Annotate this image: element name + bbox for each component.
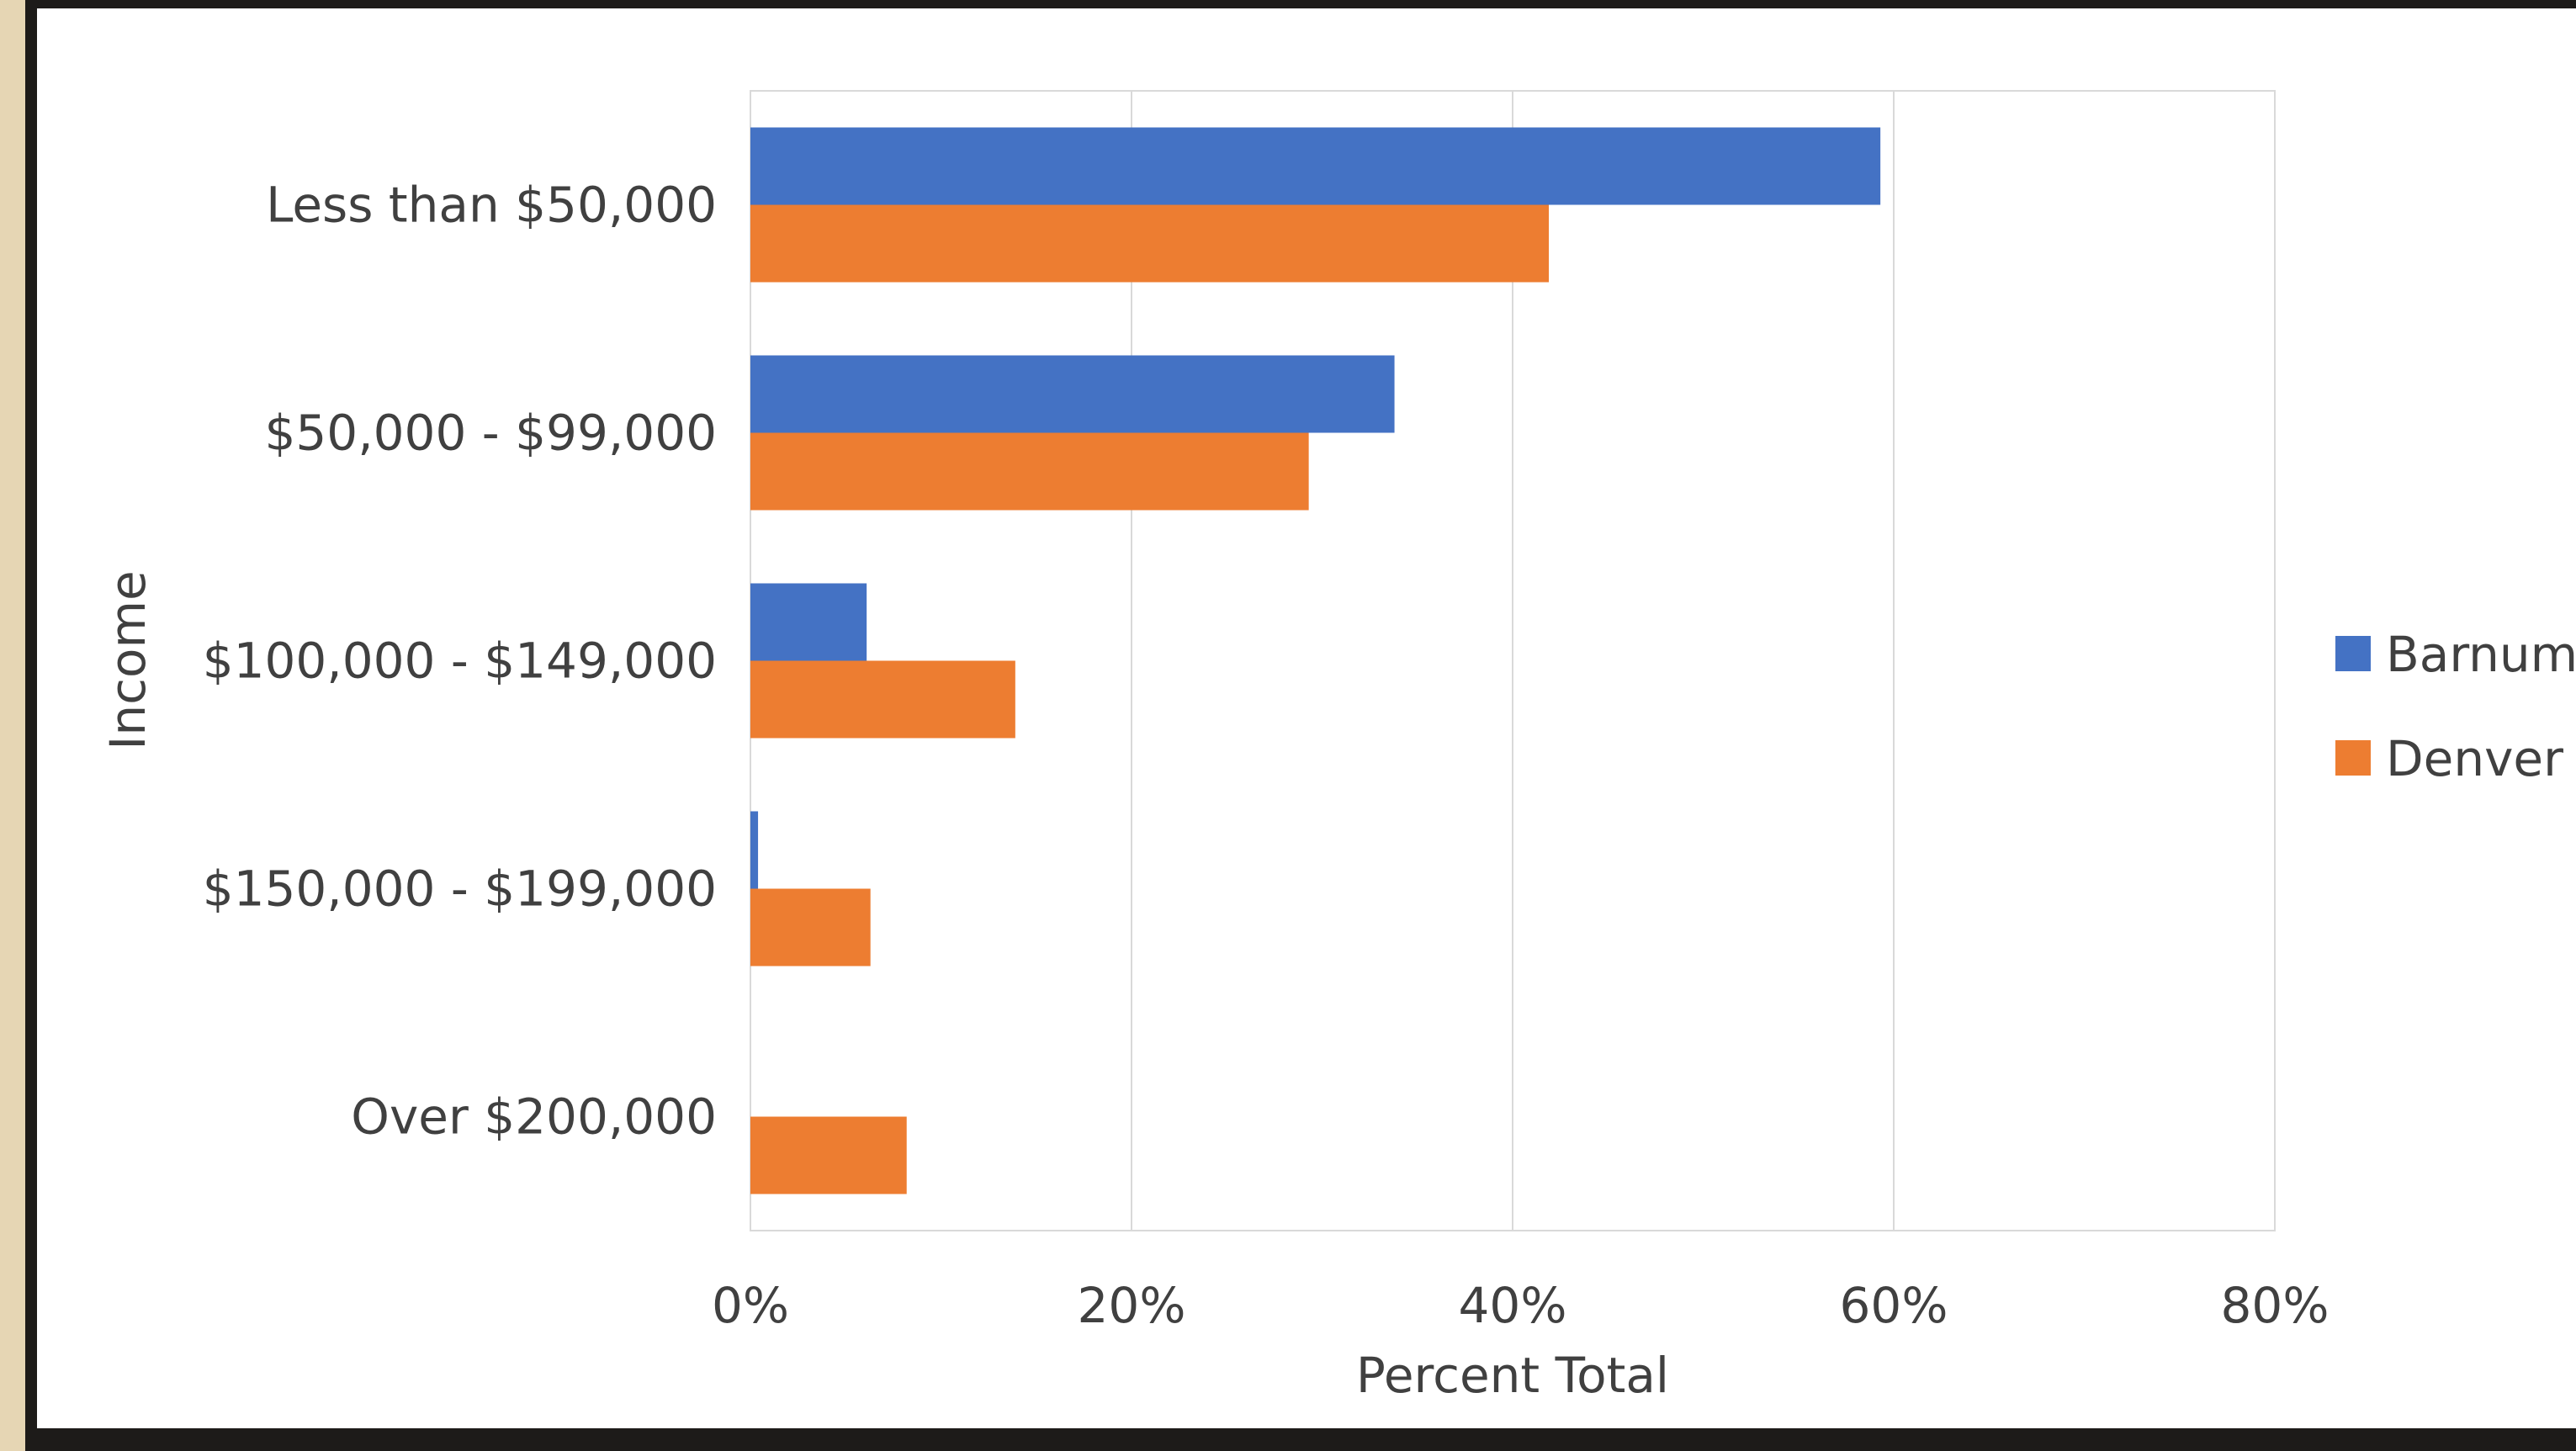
legend-label-barnum: Barnum <box>2386 626 2576 683</box>
x-axis-title: Percent Total <box>1356 1347 1669 1404</box>
chart-frame: Less than $50,000 $50,000 - $99,000 $100,0… <box>25 0 2576 1451</box>
bar-denver <box>750 888 871 966</box>
category-label: $50,000 - $99,000 <box>265 405 718 462</box>
chart-area: Less than $50,000 $50,000 - $99,000 $100,0… <box>37 8 2576 1428</box>
category-labels: Less than $50,000 $50,000 - $99,000 $100,0… <box>203 177 717 1146</box>
x-tick-labels: 0% 20% 40% 60% 80% <box>712 1277 2329 1334</box>
bar-barnum <box>750 811 759 889</box>
x-tick-label: 60% <box>1840 1277 1948 1334</box>
legend-label-denver: Denver <box>2386 730 2563 787</box>
bar-barnum <box>750 127 1881 205</box>
bar-barnum <box>750 583 867 661</box>
category-label: $100,000 - $149,000 <box>203 633 717 690</box>
x-tick-label: 20% <box>1078 1277 1186 1334</box>
bar-denver <box>750 204 1550 283</box>
bar-barnum <box>750 355 1395 433</box>
bar-denver <box>750 660 1015 739</box>
bar-denver <box>750 432 1309 511</box>
legend-swatch-barnum <box>2335 636 2371 671</box>
bars <box>750 127 1881 1194</box>
y-axis-title: Income <box>99 570 156 749</box>
x-tick-label: 40% <box>1459 1277 1567 1334</box>
x-tick-label: 80% <box>2221 1277 2330 1334</box>
category-label: Less than $50,000 <box>266 177 717 234</box>
x-tick-label: 0% <box>712 1277 789 1334</box>
income-bar-chart: Less than $50,000 $50,000 - $99,000 $100,0… <box>99 90 2576 1404</box>
bar-denver <box>750 1116 907 1194</box>
legend-swatch-denver <box>2335 740 2371 776</box>
category-label: $150,000 - $199,000 <box>203 861 717 918</box>
category-label: Over $200,000 <box>351 1088 717 1146</box>
legend: Barnum Denver <box>2335 626 2576 787</box>
